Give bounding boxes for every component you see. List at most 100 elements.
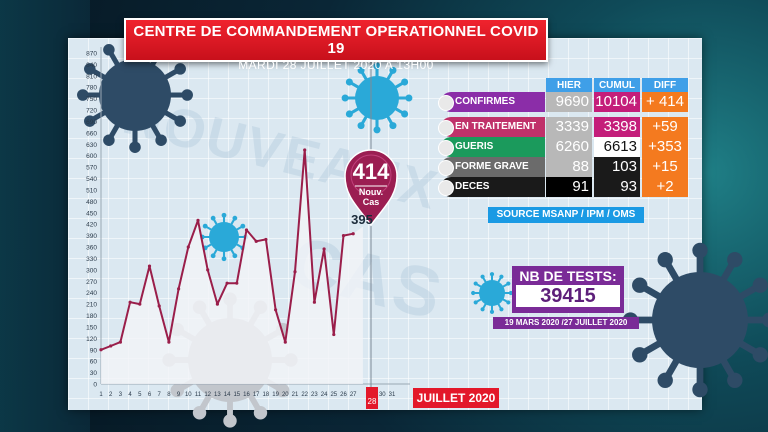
data-point [264,237,268,242]
y-tick-label: 0 [93,382,97,389]
y-tick-label: 180 [86,313,97,320]
x-tick-label: 20 [282,392,289,398]
data-point [235,281,239,285]
x-tick-label: 3 [119,392,123,398]
x-tick-label: 5 [138,392,142,398]
virus-icon [622,242,768,398]
y-tick-label: 720 [86,108,97,115]
y-tick-label: 840 [86,62,97,69]
y-tick-label: 360 [86,245,97,252]
data-point [128,300,132,304]
data-point [254,239,258,243]
page-title: CENTRE DE COMMANDEMENT OPERATIONNEL COVI… [133,23,539,57]
cell-hier: 6260 [546,137,592,157]
col-header-cumul: CUMUL [594,78,640,93]
x-tick-label: 30 [379,392,386,398]
x-tick-label: 8 [167,392,171,398]
y-tick-label: 330 [86,256,97,263]
data-point [186,245,190,249]
x-tick-label: 15 [233,392,240,398]
data-point [312,300,316,304]
row-bullet-icon [438,140,454,156]
x-tick-label: 11 [195,392,202,398]
y-tick-label: 690 [86,119,97,126]
y-tick-label: 390 [86,233,97,240]
x-tick-label: 26 [340,392,347,398]
row-label: EN TRAITEMENT [441,117,545,137]
cell-diff: +2 [642,177,688,197]
x-tick-label: 23 [311,392,318,398]
x-tick-label: 12 [204,392,211,398]
cell-hier: 91 [546,177,592,197]
y-tick-label: 660 [86,130,97,137]
x-tick-label: 21 [292,392,299,398]
x-tick-label: 24 [321,392,328,398]
x-tick-label: 25 [330,392,337,398]
series-area [101,150,363,384]
x-tick-label: 16 [243,392,250,398]
col-header-diff: DIFF [642,78,688,93]
highlight-pin [344,149,398,227]
cell-cumul: 93 [594,177,640,197]
x-tick-label: 17 [253,392,260,398]
cell-cumul: 103 [594,157,640,177]
cell-cumul: 3398 [594,117,640,137]
row-label: GUERIS [441,137,545,157]
x-tick-label: 19 [272,392,279,398]
y-tick-label: 450 [86,210,97,217]
cell-diff: +15 [642,157,688,177]
x-tick-label: 31 [389,392,396,398]
data-point [167,340,171,344]
row-bullet-icon [438,120,454,136]
row-bullet-icon [438,180,454,196]
data-point [109,344,113,348]
x-tick-label: 13 [214,392,221,398]
data-point [99,348,103,352]
cell-hier: 9690 [546,92,592,112]
x-tick-label: 10 [185,392,192,398]
cell-diff: + 414 [642,92,688,112]
data-point [147,264,152,268]
y-tick-label: 810 [86,73,97,80]
y-tick-label: 270 [86,279,97,286]
pin-label-line2: Cas [362,197,380,207]
y-tick-label: 510 [86,187,97,194]
x-tick-label: 14 [224,392,231,398]
header-banner: CENTRE DE COMMANDEMENT OPERATIONNEL COVI… [124,18,548,72]
data-point [351,232,355,236]
virus-icon [199,212,249,262]
data-point [332,332,336,337]
cell-cumul: 6613 [594,137,640,157]
y-tick-label: 570 [86,165,97,172]
y-tick-label: 750 [86,96,97,103]
y-tick-label: 210 [86,302,97,309]
y-tick-label: 30 [90,370,98,377]
tests-period: 19 MARS 2020 /27 JUILLET 2020 [493,317,639,329]
y-tick-label: 540 [86,176,97,183]
row-label: DECES [441,177,545,197]
y-tick-label: 420 [86,222,97,229]
data-point [157,304,161,308]
row-bullet-icon [438,95,454,111]
cell-hier: 88 [546,157,592,177]
data-point [274,308,278,312]
y-tick-label: 870 [86,51,97,58]
data-point [177,287,181,291]
y-tick-label: 600 [86,153,97,160]
x-tick-label: 18 [263,392,270,398]
x-tick-label: 2 [109,392,113,398]
y-tick-label: 120 [86,336,97,343]
y-tick-label: 150 [86,324,97,331]
page-subtitle: MARDI 28 JUILLET 2020 A 13H00 [238,58,434,72]
today-marker: 28 [366,387,378,409]
x-tick-label: 9 [177,392,181,398]
chart-plot [99,148,363,384]
x-tick-label: 7 [158,392,162,398]
data-point [118,340,122,344]
pin-value: 414 [352,159,390,184]
pin-label-line1: Nouv. [358,187,384,197]
tests-box: NB DE TESTS: 39415 [512,266,624,313]
data-point [206,268,210,272]
tests-label: NB DE TESTS: [519,268,617,284]
